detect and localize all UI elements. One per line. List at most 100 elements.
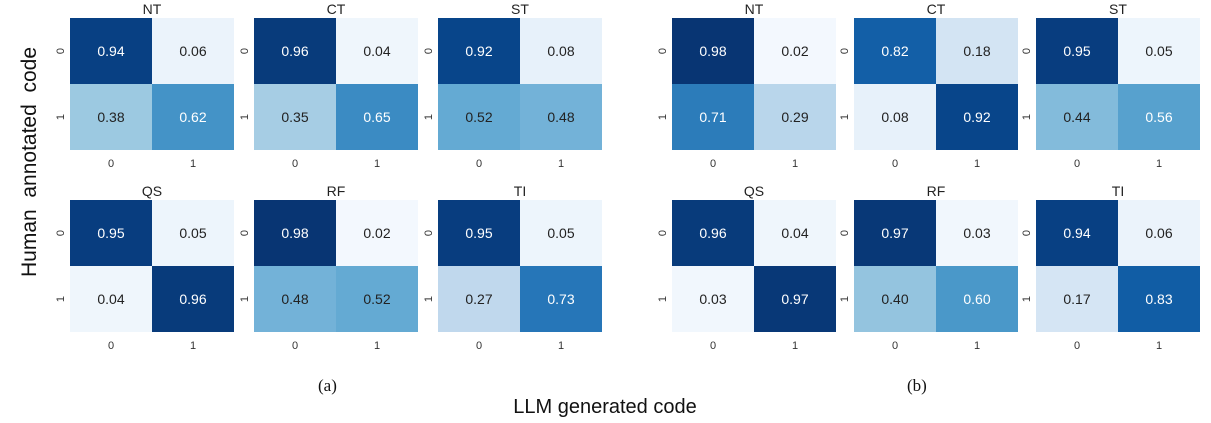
heatmap-b-ti-cell-0-0 [1036, 200, 1118, 266]
heatmap-a-rf-xtick-0: 0 [292, 340, 298, 352]
heatmap-a-nt-value-0-1: 0.06 [179, 43, 206, 59]
heatmap-b-nt-value-1-1: 0.29 [781, 109, 808, 125]
heatmap-b-nt-value-0-1: 0.02 [781, 43, 808, 59]
heatmap-a-nt-ytick-1: 1 [55, 114, 67, 120]
heatmap-b-st-title: ST [1109, 1, 1127, 17]
heatmap-b-nt-xtick-1: 1 [792, 158, 798, 170]
heatmap-a-ct-cell-0-1 [336, 18, 418, 84]
heatmap-a-rf-title: RF [327, 183, 346, 199]
heatmap-b-ti-value-0-0: 0.94 [1063, 225, 1090, 241]
heatmap-a-qs-xtick-0: 0 [108, 340, 114, 352]
heatmap-a-rf-value-1-1: 0.52 [363, 291, 390, 307]
heatmap-a-ti-cell-1-0 [438, 266, 520, 332]
heatmap-a-st-value-0-0: 0.92 [465, 43, 492, 59]
heatmap-b-rf-xtick-0: 0 [892, 340, 898, 352]
heatmap-b-qs-cell-0-0 [672, 200, 754, 266]
heatmap-a-rf-cell-0-1 [336, 200, 418, 266]
heatmap-a-st-xtick-1: 1 [558, 158, 564, 170]
heatmap-a-ti-value-0-0: 0.95 [465, 225, 492, 241]
heatmap-b-qs-xtick-0: 0 [710, 340, 716, 352]
heatmap-a-nt-cell-0-0 [70, 18, 152, 84]
heatmap-b-rf-title: RF [927, 183, 946, 199]
heatmap-a-st-value-0-1: 0.08 [547, 43, 574, 59]
heatmap-a-nt-ytick-0: 0 [55, 48, 67, 54]
heatmap-a-st-ytick-0: 0 [423, 48, 435, 54]
heatmap-b-ti-xtick-1: 1 [1156, 340, 1162, 352]
heatmap-a-ct-cell-1-1 [336, 84, 418, 150]
heatmap-b-nt-cell-1-0 [672, 84, 754, 150]
heatmap-b-ct-value-0-1: 0.18 [963, 43, 990, 59]
heatmap-a-ct-ytick-1: 1 [239, 114, 251, 120]
heatmap-a-st-value-1-1: 0.48 [547, 109, 574, 125]
heatmap-b-st-value-0-1: 0.05 [1145, 43, 1172, 59]
y-axis-label: Human annotated code [18, 47, 41, 277]
heatmap-b-ct-cell-1-1 [936, 84, 1018, 150]
heatmap-a-rf-cell-0-0 [254, 200, 336, 266]
heatmap-a-qs-value-1-1: 0.96 [179, 291, 206, 307]
heatmap-b-rf-cell-0-0 [854, 200, 936, 266]
heatmap-a-ct-cell-1-0 [254, 84, 336, 150]
heatmap-a-rf-ytick-0: 0 [239, 230, 251, 236]
heatmap-a-ti-cell-0-0 [438, 200, 520, 266]
heatmap-b-qs-value-1-1: 0.97 [781, 291, 808, 307]
heatmap-b-ti-value-0-1: 0.06 [1145, 225, 1172, 241]
heatmap-b-rf-xtick-1: 1 [974, 340, 980, 352]
heatmap-b-rf-ytick-1: 1 [839, 296, 851, 302]
heatmap-b-rf-ytick-0: 0 [839, 230, 851, 236]
heatmap-b-rf-value-0-0: 0.97 [881, 225, 908, 241]
heatmap-a-qs-cell-1-0 [70, 266, 152, 332]
heatmap-b-ti-cell-1-0 [1036, 266, 1118, 332]
heatmap-a-ct-xtick-1: 1 [374, 158, 380, 170]
heatmap-b-qs-value-0-1: 0.04 [781, 225, 808, 241]
heatmap-b-nt-value-0-0: 0.98 [699, 43, 726, 59]
heatmap-a-ct-value-0-0: 0.96 [281, 43, 308, 59]
heatmap-b-ct-cell-0-0 [854, 18, 936, 84]
heatmap-b-qs-value-0-0: 0.96 [699, 225, 726, 241]
heatmap-b-ti-title: TI [1112, 183, 1124, 199]
heatmap-b-qs-cell-0-1 [754, 200, 836, 266]
heatmap-a-qs-ytick-0: 0 [55, 230, 67, 236]
heatmap-a-nt-title: NT [143, 1, 162, 17]
heatmap-a-qs-title: QS [142, 183, 162, 199]
heatmap-a-st-title: ST [511, 1, 529, 17]
heatmap-a-ti-xtick-0: 0 [476, 340, 482, 352]
heatmap-b-ct-value-1-0: 0.08 [881, 109, 908, 125]
heatmap-b-st-cell-0-0 [1036, 18, 1118, 84]
heatmap-a-rf-value-0-1: 0.02 [363, 225, 390, 241]
heatmap-a-rf-cell-1-0 [254, 266, 336, 332]
heatmap-a-ct-cell-0-0 [254, 18, 336, 84]
heatmap-b-ti-ytick-1: 1 [1021, 296, 1033, 302]
heatmap-a-ti-value-1-0: 0.27 [465, 291, 492, 307]
heatmap-b-qs-ytick-0: 0 [657, 230, 669, 236]
heatmap-b-ct-ytick-1: 1 [839, 114, 851, 120]
x-axis-label: LLM generated code [513, 396, 697, 418]
heatmap-b-nt-cell-1-1 [754, 84, 836, 150]
heatmap-a-ti-value-0-1: 0.05 [547, 225, 574, 241]
heatmap-b-qs-title: QS [744, 183, 764, 199]
heatmap-a-qs-ytick-1: 1 [55, 296, 67, 302]
heatmap-a-qs-value-1-0: 0.04 [97, 291, 124, 307]
heatmap-b-nt-title: NT [745, 1, 764, 17]
heatmap-b-ti-ytick-0: 0 [1021, 230, 1033, 236]
heatmap-b-qs-xtick-1: 1 [792, 340, 798, 352]
caption-b: (b) [907, 376, 927, 395]
heatmap-b-ti-xtick-0: 0 [1074, 340, 1080, 352]
heatmap-b-ti-cell-0-1 [1118, 200, 1200, 266]
heatmap-a-qs-value-0-0: 0.95 [97, 225, 124, 241]
heatmap-b-st-xtick-0: 0 [1074, 158, 1080, 170]
heatmap-b-rf-value-1-1: 0.60 [963, 291, 990, 307]
heatmap-a-ti-ytick-0: 0 [423, 230, 435, 236]
heatmap-a-qs-xtick-1: 1 [190, 340, 196, 352]
heatmap-b-rf-value-1-0: 0.40 [881, 291, 908, 307]
heatmap-a-nt-cell-0-1 [152, 18, 234, 84]
heatmap-a-st-cell-0-0 [438, 18, 520, 84]
heatmap-b-qs-cell-1-0 [672, 266, 754, 332]
heatmap-b-ti-value-1-0: 0.17 [1063, 291, 1090, 307]
heatmap-a-ti-xtick-1: 1 [558, 340, 564, 352]
heatmap-b-st-value-1-0: 0.44 [1063, 109, 1090, 125]
heatmap-b-ti-cell-1-1 [1118, 266, 1200, 332]
heatmap-b-st-ytick-1: 1 [1021, 114, 1033, 120]
heatmap-a-ct-xtick-0: 0 [292, 158, 298, 170]
heatmap-b-nt-cell-0-0 [672, 18, 754, 84]
heatmap-a-ct-ytick-0: 0 [239, 48, 251, 54]
